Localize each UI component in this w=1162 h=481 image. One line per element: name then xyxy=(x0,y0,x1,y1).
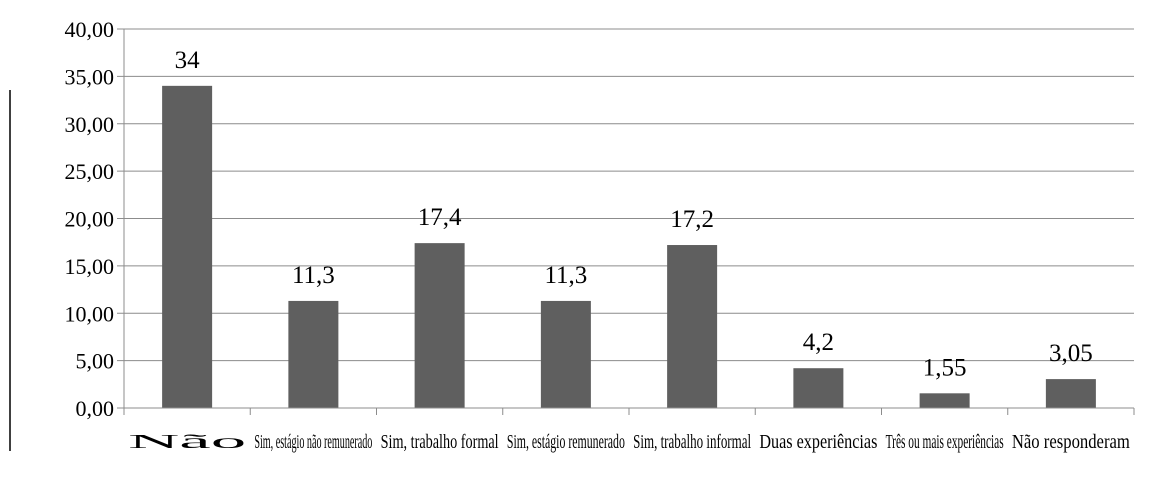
category-label: Não xyxy=(128,431,246,453)
data-label: 4,2 xyxy=(803,329,834,356)
data-label: 1,55 xyxy=(923,354,967,381)
category-label: Sim, trabalho formal xyxy=(381,431,499,453)
bar xyxy=(667,245,718,408)
category-label: Não responderam xyxy=(1012,431,1130,453)
y-tick-label: 0,00 xyxy=(76,396,115,421)
data-label: 11,3 xyxy=(292,262,335,289)
bar xyxy=(288,300,339,408)
category-label: Sim, trabalho informal xyxy=(633,431,751,453)
category-label: Duas experiências xyxy=(759,431,877,453)
gridlines xyxy=(124,28,1134,362)
y-tick-label: 20,00 xyxy=(65,207,115,232)
bar xyxy=(793,368,844,408)
data-label: 34 xyxy=(175,47,201,74)
y-tick-label: 5,00 xyxy=(76,349,115,374)
data-labels: 34 11,3 17,4 11,3 17,2 4,2 1,55 3,05 xyxy=(175,47,1093,381)
y-axis-ticks: 0,00 5,00 10,00 15,00 20,00 25,00 30,00 35,00 40… xyxy=(65,17,124,421)
data-label: 17,2 xyxy=(670,206,714,233)
bar xyxy=(414,243,465,408)
bars xyxy=(162,85,1096,408)
y-tick-label: 35,00 xyxy=(65,64,115,89)
y-tick-label: 30,00 xyxy=(65,112,115,137)
bar xyxy=(162,85,213,408)
y-tick-label: 15,00 xyxy=(65,254,115,279)
category-label: Três ou mais experiências xyxy=(886,431,1004,453)
category-labels: Não Sim, estágio não remunerado Sim, traba… xyxy=(123,408,1135,453)
category-label: Sim, estágio remunerado xyxy=(507,431,625,453)
data-label: 11,3 xyxy=(544,262,587,289)
y-tick-label: 40,00 xyxy=(65,17,115,42)
category-label: Sim, estágio não remunerado xyxy=(254,431,372,453)
bar xyxy=(540,300,591,408)
y-tick-label: 10,00 xyxy=(65,301,115,326)
bar xyxy=(919,393,970,408)
y-tick-label: 25,00 xyxy=(65,159,115,184)
data-label: 17,4 xyxy=(418,204,462,231)
bar xyxy=(1045,379,1096,408)
data-label: 3,05 xyxy=(1049,340,1093,367)
